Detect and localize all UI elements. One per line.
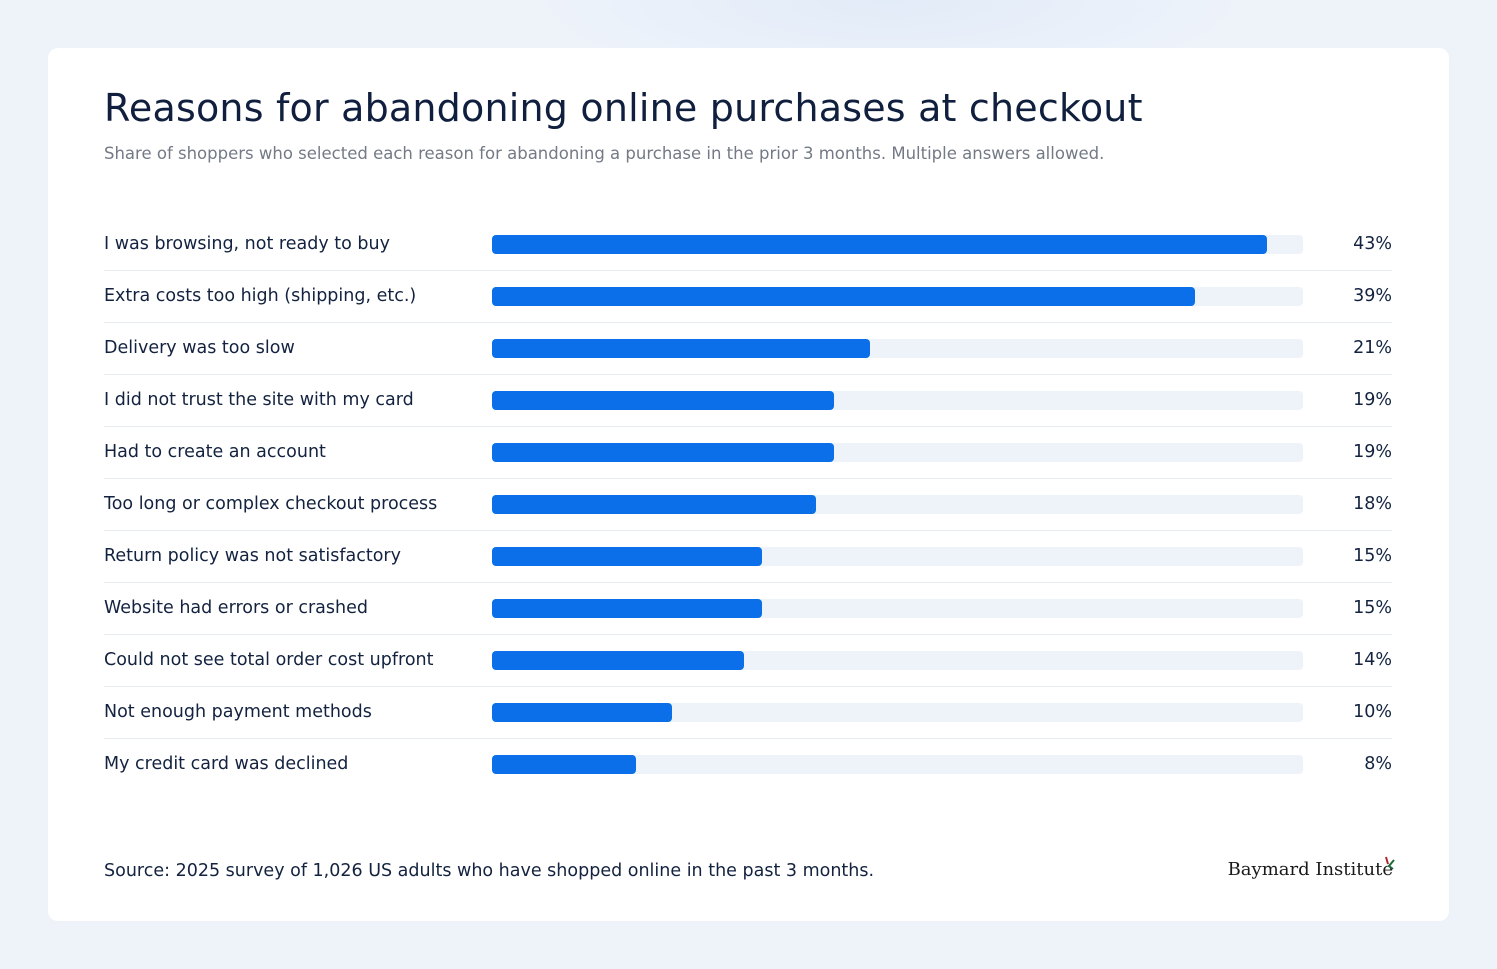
category-label: Extra costs too high (shipping, etc.) (104, 286, 417, 306)
logo-mark-icon (1385, 856, 1395, 870)
bar-row: I did not trust the site with my card 19% (104, 375, 1392, 427)
bar (492, 755, 637, 774)
bar-track (492, 391, 1303, 410)
bar (492, 339, 871, 358)
bar-row: Not enough payment methods 10% (104, 687, 1392, 739)
bar-track (492, 703, 1303, 722)
category-label: Had to create an account (104, 442, 326, 462)
value-label: 15% (1353, 598, 1392, 618)
value-label: 21% (1353, 338, 1392, 358)
bar-row: Extra costs too high (shipping, etc.) 39% (104, 271, 1392, 323)
category-label: Delivery was too slow (104, 338, 295, 358)
bar (492, 547, 763, 566)
value-label: 18% (1353, 494, 1392, 514)
value-label: 43% (1353, 234, 1392, 254)
category-label: Too long or complex checkout process (104, 494, 438, 514)
value-label: 39% (1353, 286, 1392, 306)
chart-subtitle: Share of shoppers who selected each reas… (104, 144, 1105, 163)
bar (492, 599, 763, 618)
category-label: I did not trust the site with my card (104, 390, 414, 410)
bar-row: Delivery was too slow 21% (104, 323, 1392, 375)
category-label: I was browsing, not ready to buy (104, 234, 390, 254)
bar-track (492, 547, 1303, 566)
category-label: Could not see total order cost upfront (104, 650, 434, 670)
bar-track (492, 651, 1303, 670)
category-label: Not enough payment methods (104, 702, 372, 722)
bar-track (492, 287, 1303, 306)
bar (492, 651, 745, 670)
bar-row: I was browsing, not ready to buy 43% (104, 219, 1392, 271)
bar-row: Return policy was not satisfactory 15% (104, 531, 1392, 583)
bar-row: Had to create an account 19% (104, 427, 1392, 479)
value-label: 15% (1353, 546, 1392, 566)
value-label: 10% (1353, 702, 1392, 722)
category-label: Return policy was not satisfactory (104, 546, 401, 566)
brand-logo: Baymard Institute (1227, 856, 1395, 880)
chart-card: Reasons for abandoning online purchases … (48, 48, 1449, 921)
bar-row: Too long or complex checkout process 18% (104, 479, 1392, 531)
category-label: Website had errors or crashed (104, 598, 368, 618)
bar (492, 703, 673, 722)
logo-text: Baymard Institute (1227, 859, 1393, 880)
value-label: 19% (1353, 390, 1392, 410)
value-label: 8% (1364, 754, 1392, 774)
bar-rows: I was browsing, not ready to buy 43% Extra… (104, 219, 1392, 790)
bar-track (492, 235, 1303, 254)
value-label: 14% (1353, 650, 1392, 670)
bar-track (492, 443, 1303, 462)
source-note: Source: 2025 survey of 1,026 US adults w… (104, 861, 875, 881)
chart-title: Reasons for abandoning online purchases … (104, 86, 1143, 130)
bar-row: Could not see total order cost upfront 14… (104, 635, 1392, 687)
bar (492, 443, 835, 462)
value-label: 19% (1353, 442, 1392, 462)
bar (492, 235, 1267, 254)
bar-track (492, 755, 1303, 774)
bar-track (492, 599, 1303, 618)
bar-track (492, 495, 1303, 514)
bar-track (492, 339, 1303, 358)
bar (492, 391, 835, 410)
bar (492, 495, 817, 514)
bar (492, 287, 1195, 306)
category-label: My credit card was declined (104, 754, 349, 774)
bar-row: My credit card was declined 8% (104, 739, 1392, 790)
bar-row: Website had errors or crashed 15% (104, 583, 1392, 635)
